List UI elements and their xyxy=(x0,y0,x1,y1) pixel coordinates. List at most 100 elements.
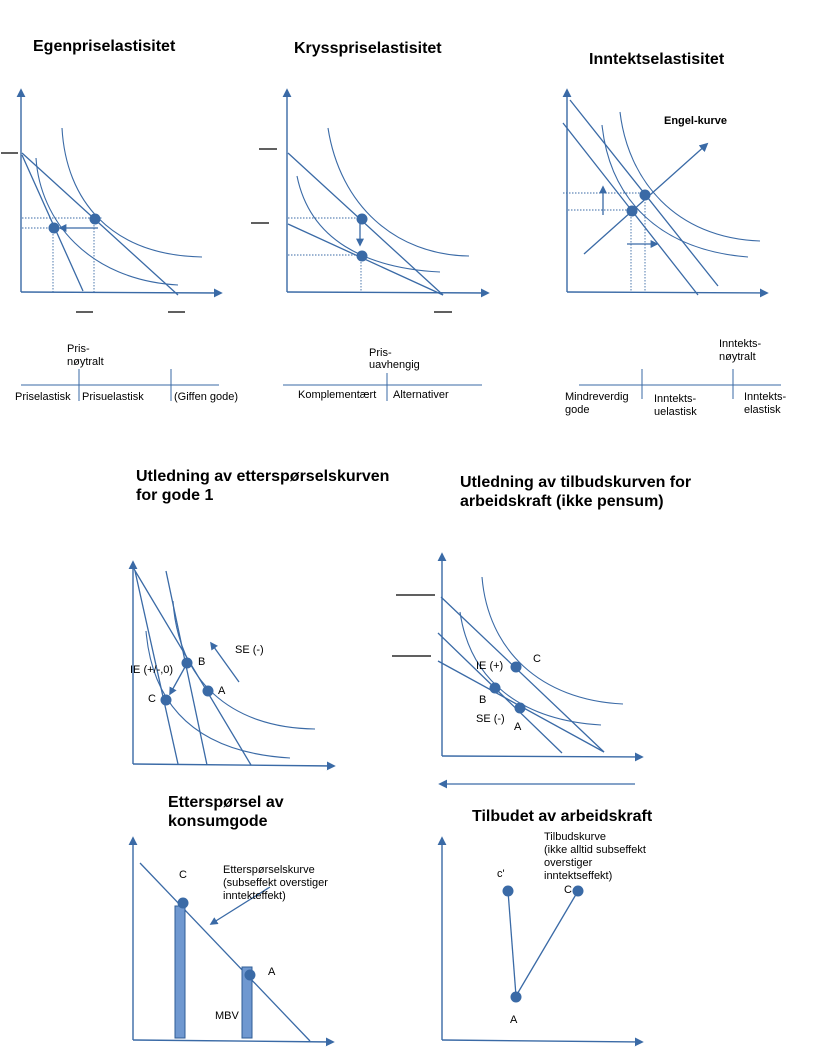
guide-lines xyxy=(22,217,102,292)
scale-marker-label-2: uavhengig xyxy=(369,359,420,371)
se-label: SE (-) xyxy=(235,644,264,656)
title-own-price: Egenpriselastisitet xyxy=(33,38,176,55)
x-axis xyxy=(441,752,644,762)
point-c-label: C xyxy=(148,693,156,705)
x-axis xyxy=(286,288,490,298)
scale-label: Inntekts- xyxy=(744,391,787,403)
title-demand-good-2: konsumgode xyxy=(168,813,268,830)
point-c-prime xyxy=(502,885,514,897)
curve-label-1: Tilbudskurve xyxy=(544,831,606,843)
demand-chart: C A MBV Etterspørselskurve (subseffekt o… xyxy=(128,836,335,1047)
point-c xyxy=(160,694,172,706)
point-a xyxy=(244,969,256,981)
point-c-label: C xyxy=(179,869,187,881)
scale-marker-label-2: nøytralt xyxy=(719,351,756,363)
point-c xyxy=(572,885,584,897)
budget-line-original xyxy=(133,568,252,766)
curve-label-1: Etterspørselskurve xyxy=(223,864,315,876)
indifference-curve-low xyxy=(35,157,179,286)
engel-curve-label: Engel-kurve xyxy=(664,115,727,127)
x-axis xyxy=(132,1037,335,1047)
ie-arrow xyxy=(169,666,186,696)
budget-line-compensated xyxy=(437,632,563,754)
scale-label: gode xyxy=(565,404,589,416)
scale-marker-label-1: Pris- xyxy=(369,347,392,359)
point xyxy=(639,189,651,201)
ie-label: IE (+/-,0) xyxy=(130,664,173,676)
supply-chart: c' C A Tilbudskurve (ikke alltid subseff… xyxy=(437,831,646,1047)
ie-label: IE (+) xyxy=(476,660,503,672)
mbv-bar xyxy=(174,905,186,1039)
indifference-curve-high xyxy=(61,127,203,258)
budget-line-new xyxy=(134,570,179,765)
indifference-curve-low xyxy=(601,124,749,258)
curve-label-4: inntektseffekt) xyxy=(544,870,612,882)
point-a-label: A xyxy=(514,721,522,733)
curve-label-2: (ikke alltid subseffekt xyxy=(544,844,646,856)
income-scale: Inntekts- nøytralt Mindreverdig gode Inn… xyxy=(565,338,787,418)
cross-price-scale: Pris- uavhengig Komplementært Alternativ… xyxy=(283,347,482,401)
scale-label: uelastisk xyxy=(654,406,697,418)
supply-curve-segment xyxy=(515,890,579,997)
scale-marker-label-1: Pris- xyxy=(67,343,90,355)
title-demand-good-1: Etterspørsel av xyxy=(168,794,284,811)
title-income: Inntektselastisitet xyxy=(589,51,725,68)
point-a-label: A xyxy=(510,1014,518,1026)
x-axis xyxy=(132,761,336,771)
point-c-prime-label: c' xyxy=(497,868,505,880)
title-demand-derivation-1: Utledning av etterspørselskurven xyxy=(136,468,389,485)
point-b xyxy=(489,682,501,694)
se-arrow xyxy=(210,641,240,683)
point-c xyxy=(510,661,522,673)
scale-marker-label-1: Inntekts- xyxy=(719,338,762,350)
point xyxy=(626,205,638,217)
x-axis xyxy=(566,288,769,298)
point xyxy=(89,213,101,225)
scale-label: Prisuelastisk xyxy=(82,391,144,403)
indifference-curve-high xyxy=(327,127,470,257)
curve-label-2: (subseffekt overstiger xyxy=(223,877,328,889)
scale-label: Mindreverdig xyxy=(565,391,629,403)
scale-label: Alternativer xyxy=(393,389,449,401)
demand-derivation-chart: SE (-) IE (+/-,0) A B C xyxy=(128,560,336,771)
budget-line-high xyxy=(440,596,605,753)
indifference-curve-low xyxy=(296,175,441,273)
own-price-chart xyxy=(1,88,223,313)
scale-label: Inntekts- xyxy=(654,393,697,405)
point xyxy=(356,250,368,262)
point-a xyxy=(514,702,526,714)
point-b-label: B xyxy=(479,694,486,706)
mbv-bar xyxy=(241,966,253,1039)
point-a-label: A xyxy=(268,966,276,978)
guide-lines xyxy=(288,217,362,292)
point-a xyxy=(510,991,522,1003)
curve-label-3: inntekteffekt) xyxy=(223,890,286,902)
point-b-label: B xyxy=(198,656,205,668)
curve-pointer-arrow xyxy=(209,886,271,925)
point-c-label: C xyxy=(533,653,541,665)
mbv-label: MBV xyxy=(215,1010,240,1022)
income-chart: Engel-kurve xyxy=(562,88,769,298)
budget-line-1 xyxy=(21,152,179,296)
scale-label: elastisk xyxy=(744,404,781,416)
own-price-scale: Pris- nøytralt Priselastisk Prisuelastis… xyxy=(15,343,238,403)
point xyxy=(48,222,60,234)
cross-price-chart xyxy=(251,88,490,313)
title-labor-derivation-1: Utledning av tilbudskurven for xyxy=(460,474,691,491)
point-c xyxy=(177,897,189,909)
scale-label: Komplementært xyxy=(298,389,376,401)
scale-marker-label-2: nøytralt xyxy=(67,356,104,368)
scale-label: (Giffen gode) xyxy=(174,391,238,403)
labor-derivation-chart: IE (+) SE (-) A B C xyxy=(392,552,644,789)
indifference-curve-high xyxy=(172,600,316,730)
title-labor-supply: Tilbudet av arbeidskraft xyxy=(472,808,653,825)
point-a-label: A xyxy=(218,685,226,697)
indifference-curve-high xyxy=(619,111,761,242)
demand-curve xyxy=(139,862,311,1042)
x-axis xyxy=(20,288,223,298)
point-a xyxy=(202,685,214,697)
supply-curve-segment xyxy=(507,890,517,997)
point-b xyxy=(181,657,193,669)
